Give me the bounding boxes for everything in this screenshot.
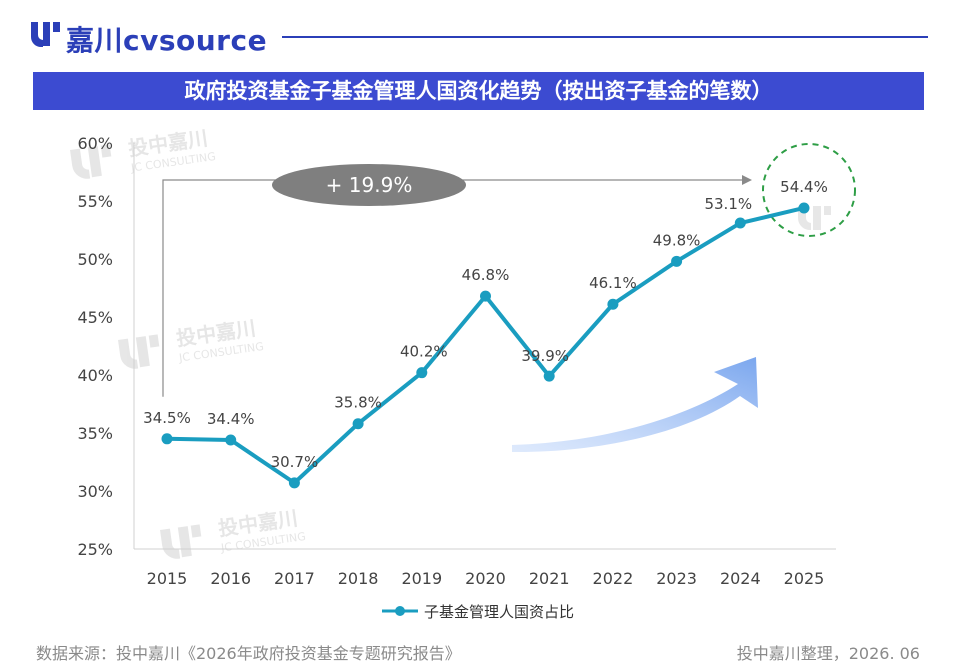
growth-bracket-line (162, 179, 742, 397)
trend-arrow-icon (512, 357, 758, 453)
watermark-logo-icon (160, 524, 202, 559)
data-label: 49.8% (653, 231, 701, 249)
credit-note: 投中嘉川整理，2026. 06 (736, 644, 920, 663)
x-tick-label: 2021 (529, 569, 570, 588)
legend: 子基金管理人国资占比 (382, 603, 574, 621)
highlight-circle (762, 142, 856, 237)
x-tick-label: 2023 (656, 569, 697, 588)
x-tick-label: 2022 (593, 569, 634, 588)
x-tick-label: 2024 (720, 569, 761, 588)
legend-label: 子基金管理人国资占比 (424, 603, 574, 621)
annotations: + 19.9% (162, 142, 856, 453)
x-tick-label: 2025 (784, 569, 825, 588)
data-label: 40.2% (400, 343, 448, 361)
y-tick-label: 25% (77, 540, 113, 559)
legend-marker (395, 606, 405, 616)
growth-badge (272, 164, 466, 206)
x-tick-label: 2016 (210, 569, 251, 588)
data-label: 34.5% (143, 409, 191, 427)
data-label: 30.7% (271, 453, 319, 471)
data-label: 35.8% (334, 394, 382, 412)
data-point (798, 202, 810, 214)
y-tick-label: 35% (77, 424, 113, 443)
data-point (607, 298, 619, 310)
axes: 25% 30% 35% 40% 45% 50% 55% 60% 2015 2016 2017 2018… (77, 134, 836, 588)
y-tick-label: 55% (77, 192, 113, 211)
y-tick-label: 50% (77, 250, 113, 269)
data-point (161, 433, 173, 445)
data-label: 46.1% (589, 274, 637, 292)
data-point (225, 434, 237, 446)
data-point (416, 367, 428, 379)
plot-area: 34.5% 34.4% 30.7% 35.8% 40.2% 46.8% 39.9% 46.1%… (143, 178, 828, 489)
y-tick-label: 45% (77, 308, 113, 327)
data-point (480, 290, 491, 302)
x-tick-label: 2018 (338, 569, 379, 588)
data-point (288, 477, 300, 489)
source-note: 数据来源：投中嘉川《2026年政府投资基金专题研究报告》 (36, 644, 461, 663)
y-tick-label: 30% (77, 482, 113, 501)
growth-arrowhead-icon (742, 175, 752, 185)
data-label: 39.9% (521, 347, 569, 365)
data-label: 54.4% (780, 178, 828, 196)
header: 嘉川cvsource (28, 18, 928, 58)
watermark-logo-icon (70, 144, 112, 179)
growth-label: + 19.9% (326, 173, 413, 197)
data-label: 53.1% (704, 195, 752, 213)
chart-title: 政府投资基金子基金管理人国资化趋势（按出资子基金的笔数） (33, 72, 924, 110)
watermark-logo-icon (797, 206, 831, 231)
x-tick-label: 2017 (274, 569, 315, 588)
x-tick-label: 2015 (147, 569, 188, 588)
data-label: 34.4% (207, 410, 255, 428)
watermark-logo-icon (118, 334, 160, 369)
brand-logo-text: 嘉川cvsource (66, 24, 268, 57)
data-point (734, 217, 746, 229)
y-tick-label: 60% (77, 134, 113, 153)
y-tick-label: 40% (77, 366, 113, 385)
data-point (352, 418, 364, 430)
x-tick-label: 2020 (465, 569, 506, 588)
data-point (671, 255, 683, 267)
jc-logo-icon (31, 22, 60, 47)
data-label: 46.8% (462, 266, 510, 284)
header-divider (282, 36, 928, 38)
data-point (543, 370, 555, 382)
x-tick-label: 2019 (401, 569, 442, 588)
